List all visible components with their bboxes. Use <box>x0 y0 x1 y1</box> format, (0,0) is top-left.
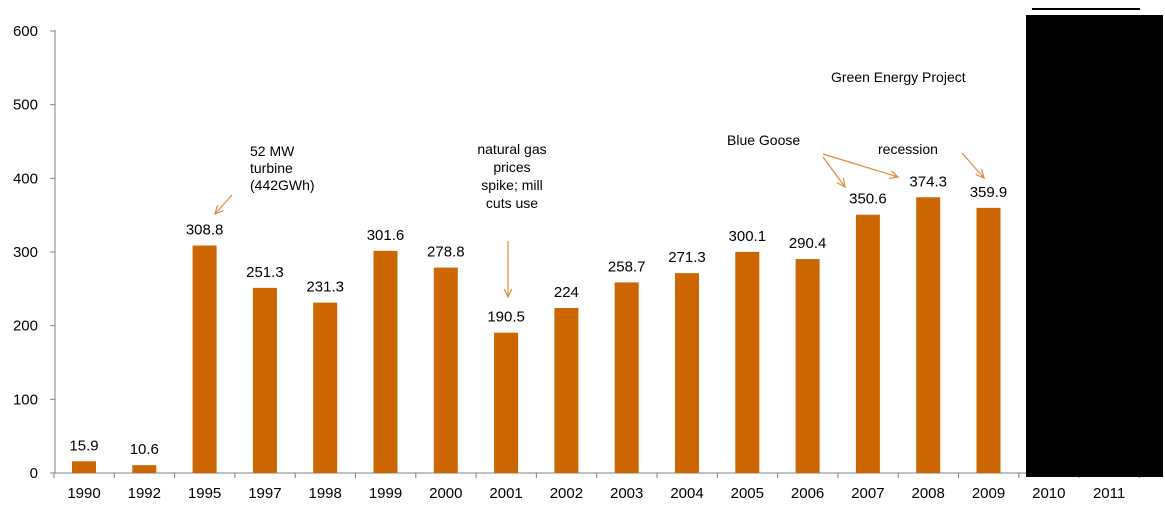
x-tick-label: 2007 <box>851 485 884 502</box>
bar <box>795 259 820 473</box>
annotation-text: Blue Goose <box>727 132 800 148</box>
data-label: 301.6 <box>367 227 405 244</box>
bar <box>373 250 398 473</box>
data-label: 224 <box>554 284 579 301</box>
x-tick-label: 2011 <box>1093 485 1125 502</box>
bar <box>313 302 338 473</box>
annotation-line: Green Energy Project <box>831 69 966 85</box>
bar <box>494 332 519 473</box>
data-label: 258.7 <box>608 258 646 275</box>
x-tick-label: 2000 <box>429 485 462 502</box>
annotation-arrow <box>822 156 846 188</box>
redaction-box <box>1026 15 1163 477</box>
bar <box>192 245 217 473</box>
y-tick-label: 200 <box>13 318 38 335</box>
bar <box>735 251 760 473</box>
annotation-line: prices <box>493 159 530 175</box>
bar <box>433 267 458 473</box>
x-tick-label: 2009 <box>972 485 1005 502</box>
annotation-text: 52 MW turbine (442GWh) <box>250 143 315 193</box>
x-tick-label: 2010 <box>1032 485 1065 502</box>
data-label: 290.4 <box>789 235 827 252</box>
x-tick-label: 1995 <box>188 485 221 502</box>
arrowhead <box>975 169 985 180</box>
bar <box>916 197 941 473</box>
annotation-line: cuts use <box>486 195 538 211</box>
x-tick-label: 2003 <box>610 485 643 502</box>
data-label: 359.9 <box>970 184 1008 201</box>
data-label: 278.8 <box>427 244 465 261</box>
annotation-line: turbine <box>250 160 293 176</box>
redaction-overlay <box>1026 8 1163 477</box>
bar <box>675 273 699 473</box>
arrowhead <box>503 288 513 299</box>
bar <box>132 465 157 473</box>
x-tick-label: 1998 <box>309 485 342 502</box>
x-tick-label: 2008 <box>912 485 945 502</box>
x-tick-label: 1990 <box>67 485 100 502</box>
arrowhead <box>836 178 846 189</box>
annotation-arrow <box>961 152 985 179</box>
x-tick-label: 1999 <box>369 485 402 502</box>
annotation-line: spike; mill <box>481 177 542 193</box>
bar <box>855 214 880 473</box>
annotation-line: recession <box>878 141 938 157</box>
y-tick-label: 500 <box>13 97 38 114</box>
data-label: 10.6 <box>130 441 159 458</box>
annotation-line: Blue Goose <box>727 132 800 148</box>
annotation-text: recession <box>878 141 938 157</box>
data-label: 374.3 <box>909 173 947 190</box>
x-tick-label: 2004 <box>670 485 703 502</box>
data-label: 15.9 <box>69 437 98 454</box>
y-tick-label: 600 <box>13 23 38 40</box>
bar <box>72 461 96 473</box>
y-tick-label: 400 <box>13 170 38 187</box>
data-label: 251.3 <box>246 264 284 281</box>
axes: 0 100 200 300 400 500 600 1990 1992 1995 1997 1998 1… <box>13 23 1163 502</box>
data-label: 350.6 <box>849 191 887 208</box>
bar <box>554 307 579 473</box>
x-tick-label: 2001 <box>489 485 522 502</box>
x-tick-label: 1992 <box>128 485 161 502</box>
data-label: 231.3 <box>306 279 344 296</box>
x-tick-label: 1997 <box>248 485 281 502</box>
y-tick-label: 100 <box>13 391 38 408</box>
annotation-line: 52 MW <box>250 143 295 159</box>
x-tick-label: 2005 <box>731 485 764 502</box>
data-label: 308.8 <box>186 222 224 239</box>
data-label: 190.5 <box>487 309 525 326</box>
x-tick-label: 2006 <box>791 485 824 502</box>
data-label: 271.3 <box>668 249 706 266</box>
bar <box>976 207 1001 474</box>
bars: 15.9 10.6 308.8 251.3 231.3 301.6 278.8 190.5 22… <box>69 173 1008 474</box>
annotation-arrow <box>822 153 899 178</box>
annotation-line: natural gas <box>477 141 546 157</box>
annotation-arrow <box>214 194 233 215</box>
y-tick-label: 0 <box>30 465 38 482</box>
annotation-text: natural gas prices spike; mill cuts use <box>477 141 546 211</box>
annotation-text: Green Energy Project <box>831 69 966 85</box>
x-tick-label: 2002 <box>550 485 583 502</box>
bar <box>252 287 277 473</box>
y-tick-label: 300 <box>13 244 38 261</box>
arrowhead <box>889 170 900 179</box>
arrowhead <box>214 205 224 216</box>
annotation-line: (442GWh) <box>250 177 315 193</box>
data-label: 300.1 <box>729 228 767 245</box>
bar <box>614 282 639 473</box>
annotations: 52 MW turbine (442GWh) natural gas prices spi… <box>214 69 985 299</box>
